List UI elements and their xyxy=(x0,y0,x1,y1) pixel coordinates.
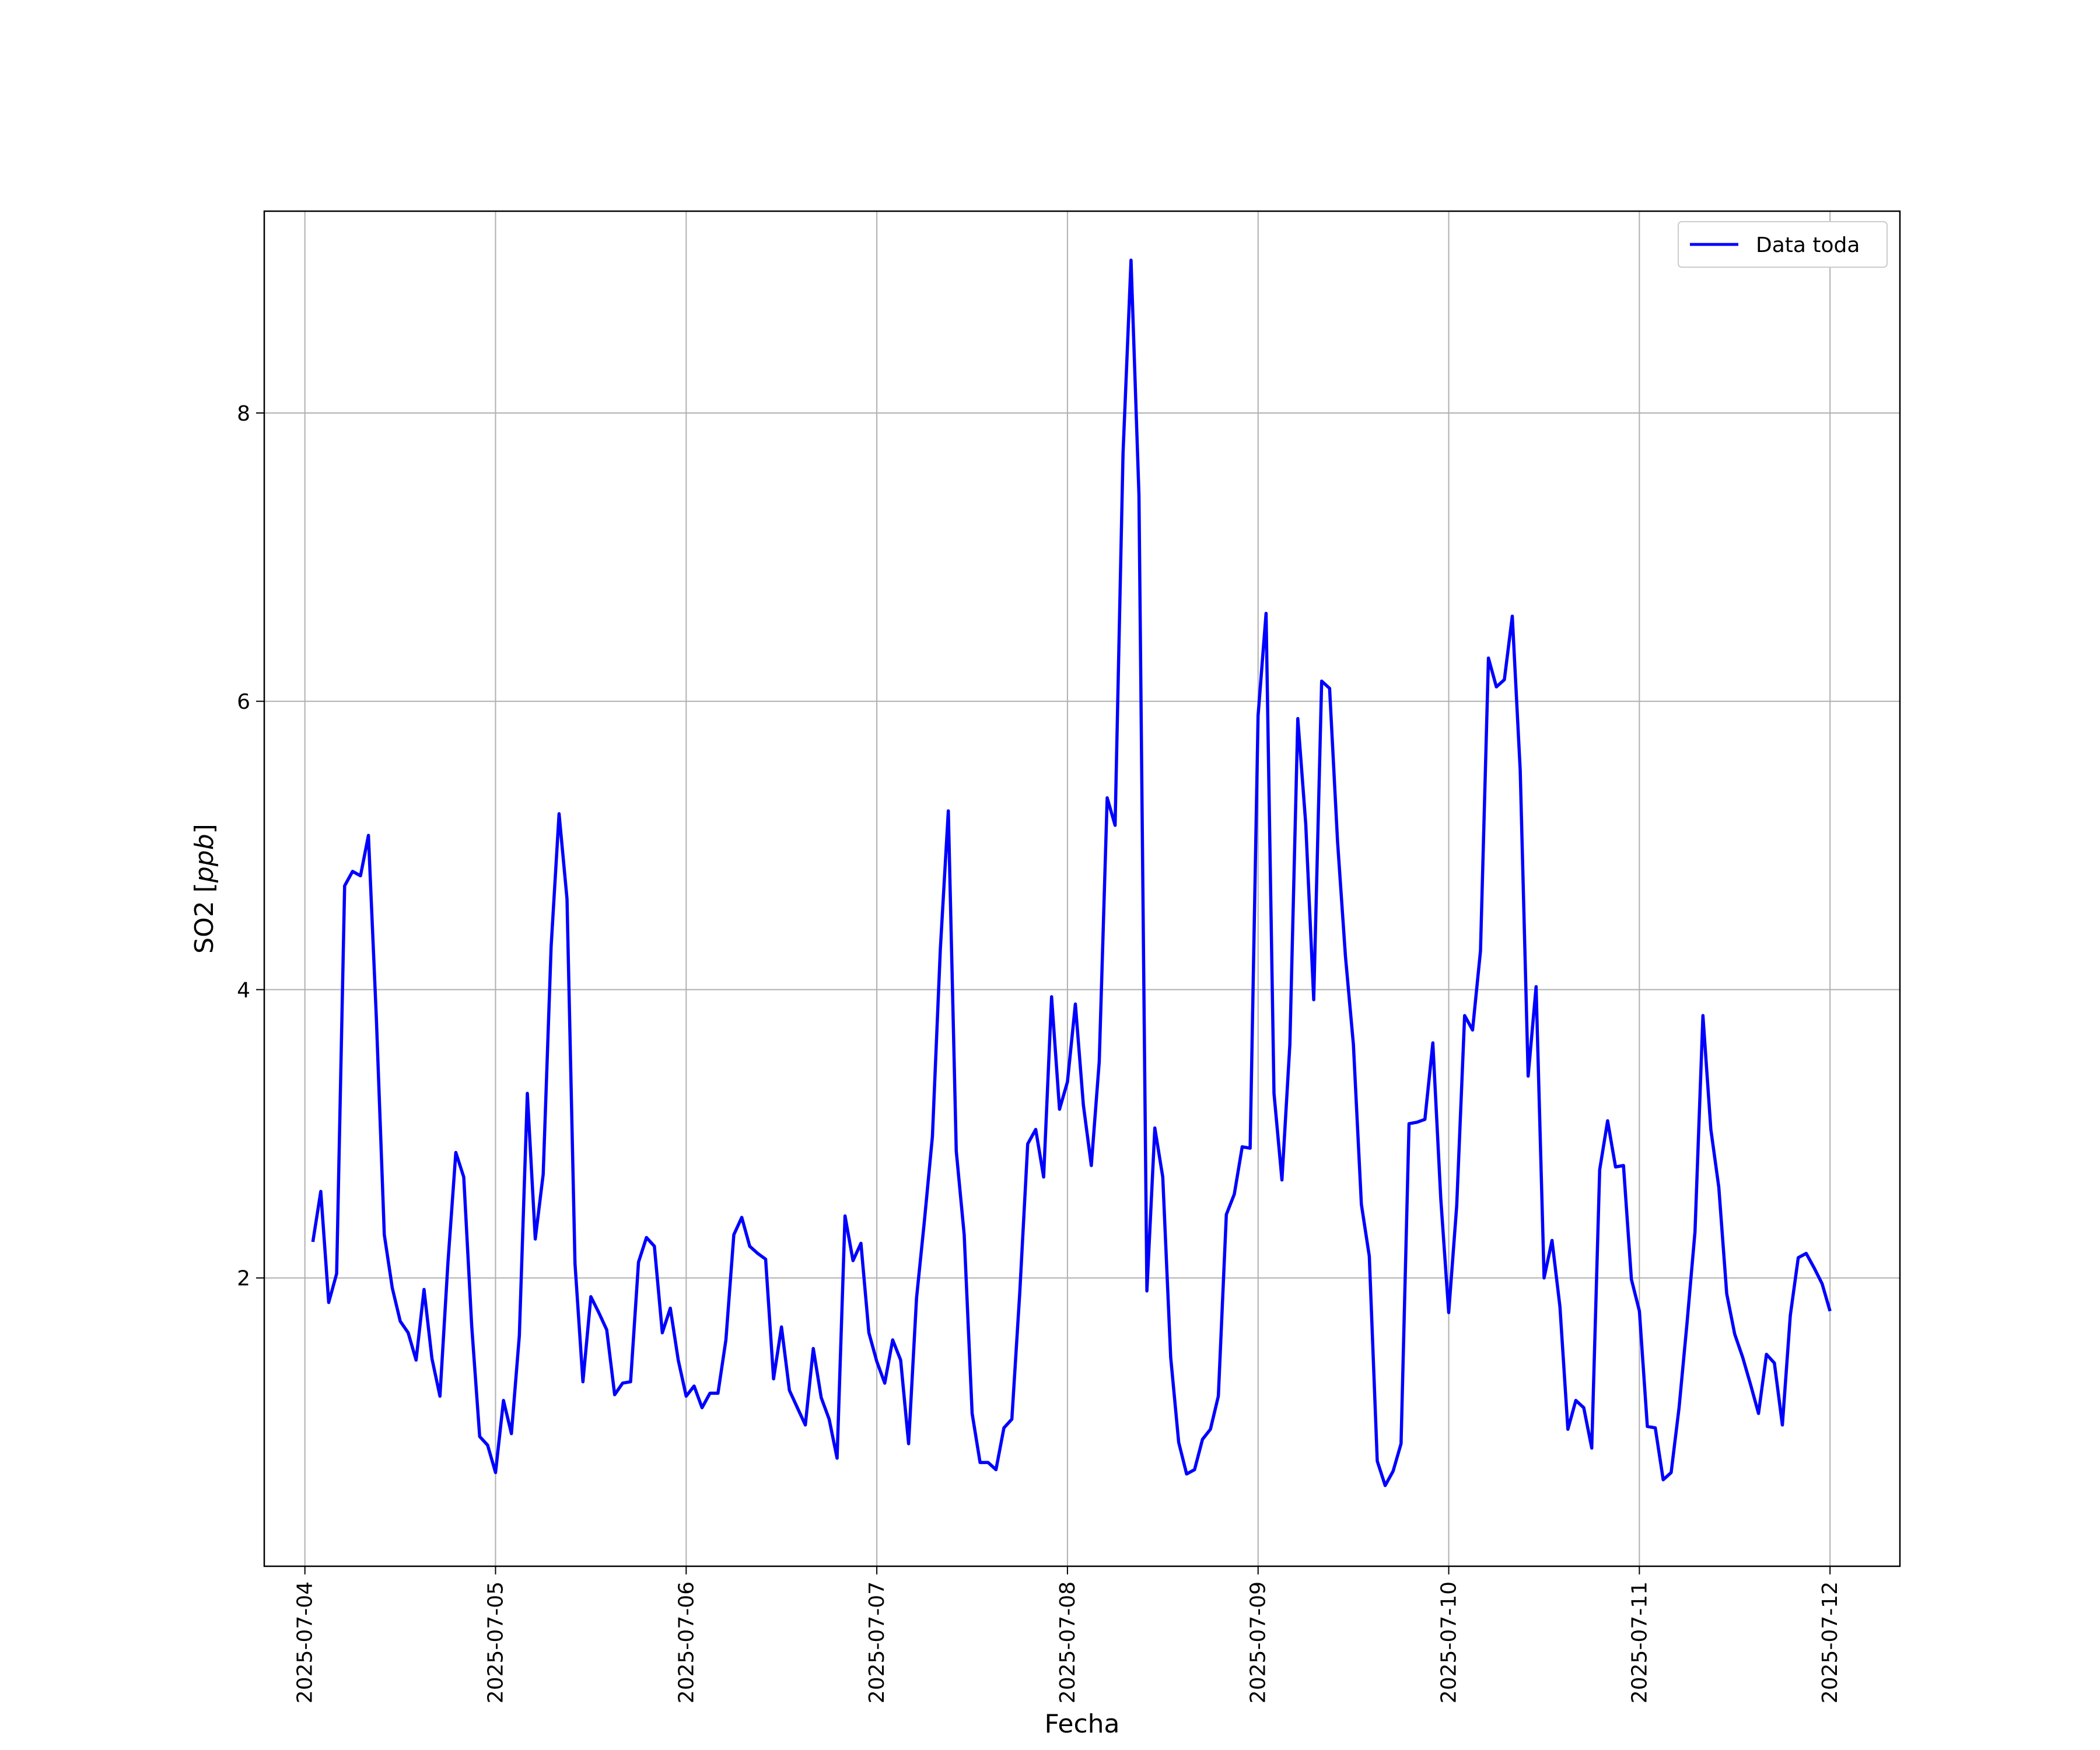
x-tick-label: 2025-07-09 xyxy=(1247,1581,1270,1703)
x-tick-label: 2025-07-04 xyxy=(293,1581,317,1703)
legend-label: Data toda xyxy=(1756,233,1860,257)
x-tick-label: 2025-07-10 xyxy=(1437,1581,1461,1703)
x-axis-ticks: 2025-07-04 2025-07-05 2025-07-06 2025-07-07… xyxy=(293,1566,1842,1703)
series-line-0 xyxy=(311,258,1832,1488)
x-tick-label: 2025-07-07 xyxy=(865,1581,889,1703)
y-axis-label-suffix: ] xyxy=(190,824,219,834)
y-axis-ticks: 2 4 6 8 xyxy=(237,402,264,1291)
grid xyxy=(264,211,1900,1566)
x-tick-label: 2025-07-11 xyxy=(1628,1581,1651,1703)
plot-frame xyxy=(263,210,1901,1567)
y-axis-label-prefix: SO2 [ xyxy=(190,883,219,954)
x-tick-label: 2025-07-05 xyxy=(484,1581,508,1703)
y-tick-label: 4 xyxy=(237,978,250,1002)
series-layer xyxy=(311,258,1832,1488)
y-axis-label: SO2 [ppb] xyxy=(190,824,219,954)
y-tick-label: 8 xyxy=(237,402,250,426)
legend-box xyxy=(1678,221,1888,268)
y-axis-label-unit: ppb xyxy=(190,834,219,883)
y-tick-label: 6 xyxy=(237,690,250,714)
x-tick-label: 2025-07-06 xyxy=(674,1581,698,1703)
x-axis-label: Fecha xyxy=(1044,1709,1119,1739)
x-tick-label: 2025-07-08 xyxy=(1056,1581,1080,1703)
legend: Data toda xyxy=(1678,221,1888,268)
y-tick-label: 2 xyxy=(237,1267,250,1291)
x-tick-label: 2025-07-12 xyxy=(1818,1581,1842,1703)
